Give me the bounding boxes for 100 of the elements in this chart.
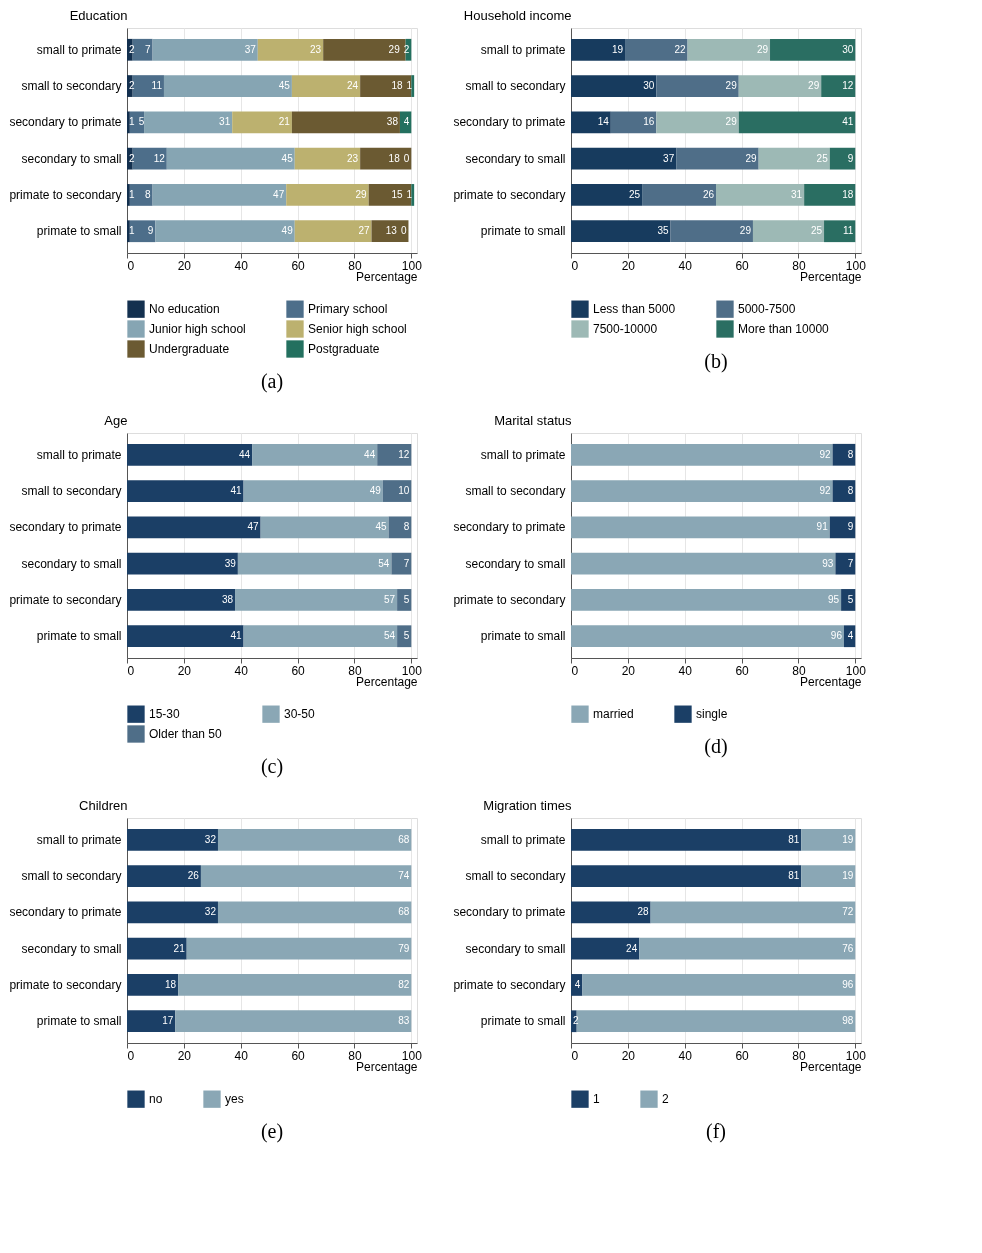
data-label: 14 [597, 116, 610, 128]
bar [127, 220, 130, 243]
data-label: 72 [842, 906, 854, 918]
legend-label: More than 10000 [738, 322, 830, 336]
data-label: 29 [355, 188, 368, 200]
y-axis-title: Education [69, 7, 128, 23]
bar [235, 589, 398, 611]
bar [397, 589, 412, 611]
bar [360, 75, 412, 97]
x-tick-label: 20 [177, 258, 192, 273]
x-tick-label: 40 [234, 1048, 249, 1063]
data-label: 47 [247, 521, 260, 533]
x-tick-label: 40 [678, 258, 693, 273]
data-label: 32 [204, 833, 217, 845]
y-axis-title: Household income [463, 7, 572, 23]
data-label: 8 [145, 188, 152, 200]
text: (d) [704, 735, 728, 758]
data-label: 31 [791, 188, 803, 200]
bar [127, 480, 244, 502]
data-label: 93 [822, 557, 834, 569]
data-label: 45 [375, 521, 388, 533]
legend-label: married [593, 707, 634, 722]
y-tick-label: primate to small [480, 1014, 566, 1029]
legend-label: 15-30 [149, 707, 181, 722]
text: (a) [260, 370, 284, 393]
y-axis-title: Children [79, 797, 128, 813]
bar [571, 184, 643, 206]
y-tick-label: secondary to primate [453, 905, 566, 920]
data-label: 9 [847, 152, 854, 164]
data-label: 21 [173, 942, 186, 954]
data-label: 2 [403, 43, 410, 55]
data-label: 12 [153, 152, 166, 164]
data-label: 0 [403, 152, 410, 164]
bar [291, 75, 361, 97]
data-label: 21 [278, 116, 291, 128]
data-label: 18 [842, 188, 854, 200]
data-label: 30 [643, 80, 655, 92]
bar [377, 443, 412, 466]
x-tick-label: 60 [735, 1048, 750, 1063]
bar [571, 865, 802, 887]
bar [260, 516, 389, 539]
bar [132, 147, 167, 170]
data-label: 29 [756, 43, 769, 55]
data-label: 25 [816, 152, 829, 164]
bar [571, 480, 833, 502]
data-label: 5 [847, 593, 854, 605]
y-tick-label: primate to small [480, 224, 566, 239]
bar [571, 111, 611, 134]
bar [582, 974, 856, 996]
bar [252, 443, 378, 466]
y-axis-title: Migration times [483, 797, 572, 813]
bar [625, 38, 688, 61]
bar [127, 865, 201, 887]
data-label: 98 [842, 1015, 854, 1027]
data-label: 92 [819, 485, 832, 497]
bar [571, 828, 802, 851]
data-label: 19 [842, 870, 854, 882]
data-label: 49 [281, 225, 294, 237]
x-tick-label: 20 [621, 258, 636, 273]
data-label: 29 [725, 116, 738, 128]
data-label: 96 [830, 630, 843, 642]
bar [650, 901, 856, 924]
bar [801, 865, 856, 887]
data-label: 4 [574, 978, 581, 990]
data-label: 2 [573, 1015, 580, 1027]
data-label: 57 [383, 593, 396, 605]
bar [127, 901, 218, 924]
data-label: 28 [637, 906, 650, 918]
bar [200, 865, 412, 887]
y-tick-label: secondary to small [21, 941, 122, 956]
bar [152, 184, 287, 206]
x-tick-label: 40 [678, 1048, 693, 1063]
bar [388, 516, 412, 539]
data-label: 54 [383, 630, 396, 642]
data-label: 79 [398, 942, 410, 954]
bar [129, 184, 153, 206]
data-label: 68 [398, 833, 410, 845]
data-label: 17 [162, 1015, 174, 1027]
data-label: 18 [388, 152, 401, 164]
bar [687, 38, 771, 61]
data-label: 4 [847, 630, 854, 642]
legend-label: No education [149, 302, 220, 317]
bar [411, 184, 415, 206]
data-label: 54 [378, 557, 390, 569]
bar [716, 184, 805, 206]
bar [163, 75, 292, 97]
data-label: 25 [810, 225, 823, 237]
bar [257, 38, 324, 61]
data-label: 37 [663, 152, 675, 164]
y-tick-label: small to secondary [465, 79, 566, 94]
data-label: 29 [388, 43, 401, 55]
bar [294, 147, 361, 170]
y-axis-title: Marital status [494, 412, 572, 428]
data-label: 2 [129, 43, 136, 55]
bar [243, 480, 383, 502]
y-tick-label: secondary to primate [453, 520, 566, 535]
bar [294, 220, 372, 243]
bar [804, 184, 856, 206]
x-tick-label: 40 [234, 663, 249, 678]
bar [217, 901, 412, 924]
